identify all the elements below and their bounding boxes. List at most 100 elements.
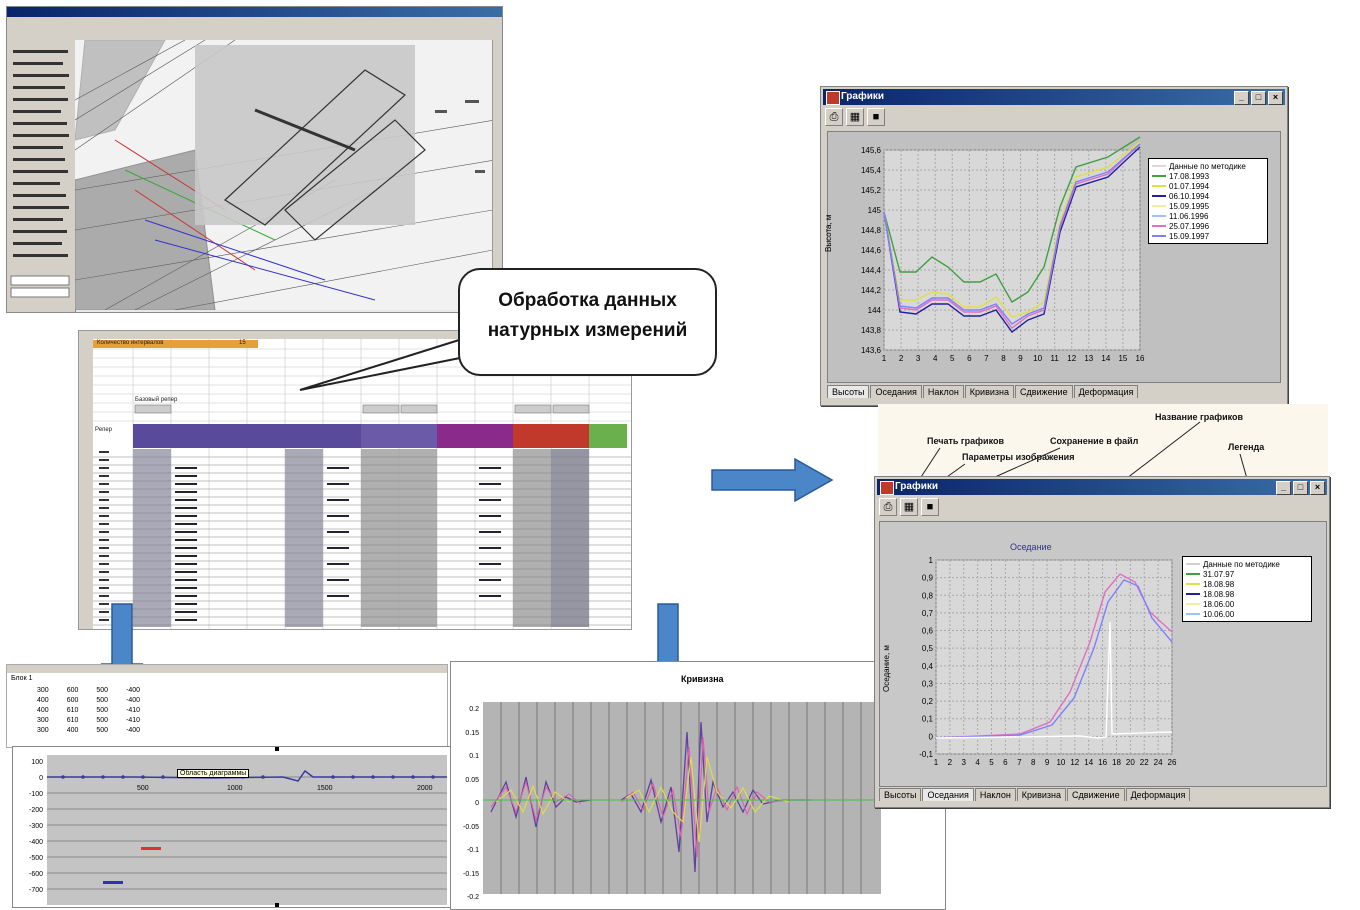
y-tick-label: 0,5 <box>922 644 934 653</box>
window-titlebar[interactable]: Графики _ □ × <box>823 89 1285 105</box>
left-chart[interactable]: 100 0 -100 -200 -300 -400 -500 -600 -700… <box>12 746 454 908</box>
cell: 610 <box>66 717 79 724</box>
ytick: -400 <box>28 839 43 846</box>
close-button[interactable]: × <box>1310 481 1325 495</box>
plot-panel: 145,6 145,4 145,2 145 144,8 144,6 144,4 144,2 14… <box>824 131 1281 383</box>
series-line <box>883 136 1141 303</box>
plot-panel: Оседание 1 0,9 0,8 0,7 0,6 0,5 0,4 0,3 0,2 0,1 0 -0… <box>879 521 1327 787</box>
tab-heights[interactable]: Высоты <box>827 385 870 398</box>
tab-deformation[interactable]: Деформация <box>1073 385 1139 398</box>
image-settings-icon[interactable]: ▦ <box>846 108 864 126</box>
y-tick-label: 0,1 <box>922 715 934 724</box>
app-icon <box>826 91 840 105</box>
cad-layer-panel[interactable] <box>7 40 76 312</box>
cad-drawing[interactable] <box>75 40 493 310</box>
cad-toolbar[interactable] <box>7 26 502 41</box>
annotation-name: Название графиков <box>1155 412 1244 422</box>
tab-bar: Высоты Оседания Наклон Кривизна Сдвижени… <box>827 385 1139 398</box>
toolbar: ⎙ ▦ ■ <box>825 108 885 126</box>
cell: 300 <box>37 717 49 724</box>
image-settings-icon[interactable]: ▦ <box>900 498 918 516</box>
tab-tilt[interactable]: Наклон <box>974 788 1016 801</box>
x-tick-label: 4 <box>975 758 980 767</box>
print-icon[interactable]: ⎙ <box>879 498 897 516</box>
maximize-button[interactable]: □ <box>1293 481 1308 495</box>
graphs-window-top[interactable]: Графики _ □ × ⎙ ▦ ■ 145,6 145,4 145,2 145 14… <box>820 86 1288 406</box>
legend-item: 01.07.1994 <box>1152 181 1264 191</box>
y-tick-label: 0,2 <box>922 697 934 706</box>
x-tick-label: 3 <box>916 354 921 363</box>
annotation-print: Печать графиков <box>927 436 1004 446</box>
graphs-window-bottom[interactable]: Графики _ □ × ⎙ ▦ ■ Оседание 1 0,9 0,8 0,7 0… <box>874 476 1330 808</box>
maximize-button[interactable]: □ <box>1251 91 1266 105</box>
x-tick-label: 16 <box>1136 354 1145 363</box>
x-tick-label: 9 <box>1018 354 1023 363</box>
tab-displacement[interactable]: Сдвижение <box>1066 788 1125 801</box>
cell: -410 <box>126 707 141 714</box>
legend-item: Данные по методике <box>1186 559 1308 569</box>
small-sheet[interactable]: Блок 1 300 600 500 -400 400 600 500 -400 400 61… <box>6 664 448 748</box>
ytick: -100 <box>28 791 43 798</box>
ytick: -600 <box>28 871 43 878</box>
series-line <box>935 579 1173 739</box>
save-icon[interactable]: ■ <box>867 108 885 126</box>
x-tick-label: 5 <box>989 758 994 767</box>
window-titlebar[interactable]: Графики _ □ × <box>877 479 1327 495</box>
y-tick-label: 143,8 <box>861 326 882 335</box>
cell: 500 <box>96 707 109 714</box>
toolbar: ⎙ ▦ ■ <box>879 498 939 516</box>
cell: 610 <box>66 707 79 714</box>
left-xtick: 2000 <box>417 785 433 792</box>
y-tick-label: 144,8 <box>861 226 882 235</box>
layer-list <box>10 50 70 298</box>
legend-item: 25.07.1996 <box>1152 221 1264 231</box>
ytick: -500 <box>28 855 43 862</box>
tab-deformation[interactable]: Деформация <box>1125 788 1191 801</box>
cell: 400 <box>66 727 79 734</box>
subsidence-chart: 10,90,80,70,60,50,40,30,20,10-0,11 2 3 4 5 6 7… <box>919 556 1177 767</box>
small-sheet-row: 300 400 500 -400 <box>37 727 140 734</box>
left-yaxis: 100 0 -100 -200 -300 -400 -500 -600 -700 <box>15 755 43 899</box>
window-title: Графики <box>841 91 885 102</box>
legend-label: Данные по методике <box>1203 559 1280 569</box>
save-icon[interactable]: ■ <box>921 498 939 516</box>
legend-label: 18.08.98 <box>1203 589 1235 599</box>
minimize-button[interactable]: _ <box>1276 481 1291 495</box>
ytick: 0.15 <box>465 729 479 737</box>
print-icon[interactable]: ⎙ <box>825 108 843 126</box>
tab-subsidence[interactable]: Оседания <box>870 385 922 398</box>
x-tick-label: 8 <box>1031 758 1036 767</box>
cad-scrollbar[interactable] <box>492 40 502 312</box>
x-tick-label: 13 <box>1084 354 1093 363</box>
x-tick-label: 26 <box>1168 758 1177 767</box>
x-tick-label: 24 <box>1154 758 1163 767</box>
legend-item: 17.08.1993 <box>1152 171 1264 181</box>
minimize-button[interactable]: _ <box>1234 91 1249 105</box>
y-tick-label: 0,7 <box>922 609 934 618</box>
mid-chart[interactable]: Кривизна 0.2 0.15 0.1 0.05 0 -0.05 -0.1 … <box>450 661 946 910</box>
tab-tilt[interactable]: Наклон <box>922 385 964 398</box>
small-sheet-row: 300 610 500 -410 <box>37 717 140 724</box>
tab-subsidence[interactable]: Оседания <box>922 788 974 801</box>
legend-item: 10.06.00 <box>1186 609 1308 619</box>
tab-curvature[interactable]: Кривизна <box>964 385 1014 398</box>
y-tick-label: 144,6 <box>861 246 882 255</box>
ytick: -200 <box>28 807 43 814</box>
tab-heights[interactable]: Высоты <box>879 788 922 801</box>
legend-item: 18.06.00 <box>1186 599 1308 609</box>
left-chart-plot <box>47 747 447 907</box>
x-tick-label: 1 <box>882 354 887 363</box>
y-axis-label: Оседание, м <box>882 645 891 692</box>
callout-line-2: натурных измерений <box>487 320 688 341</box>
legend: Данные по методике 17.08.1993 01.07.1994… <box>1148 158 1268 244</box>
annotation-legend: Легенда <box>1228 442 1265 452</box>
cell: 300 <box>37 687 49 694</box>
left-xtick: 1000 <box>227 785 243 792</box>
close-button[interactable]: × <box>1268 91 1283 105</box>
ytick: 0.2 <box>469 706 479 713</box>
tab-displacement[interactable]: Сдвижение <box>1014 385 1073 398</box>
tab-curvature[interactable]: Кривизна <box>1016 788 1066 801</box>
legend-label: 17.08.1993 <box>1169 171 1210 181</box>
app-icon <box>880 481 894 495</box>
legend-label: 11.06.1996 <box>1169 211 1209 221</box>
